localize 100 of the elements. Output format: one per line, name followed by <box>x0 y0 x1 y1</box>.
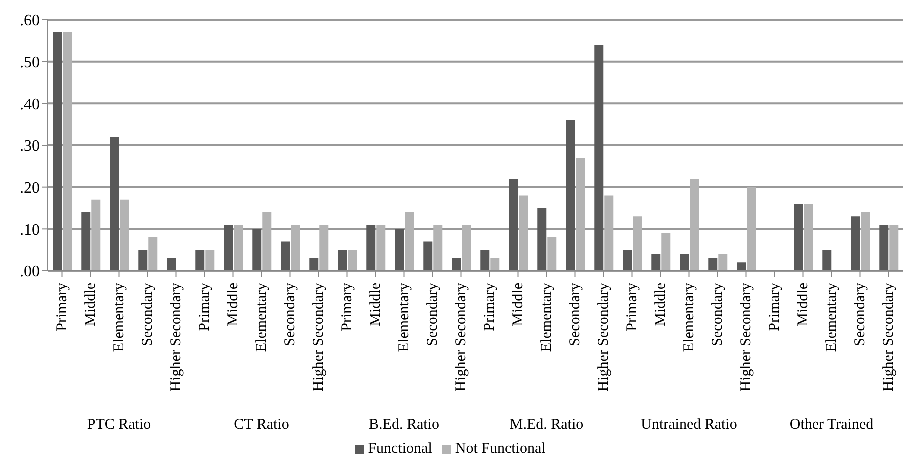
y-tick-label: .40 <box>20 96 40 114</box>
bar <box>53 32 62 271</box>
bar <box>747 187 756 271</box>
x-tick-label: Middle <box>795 282 812 326</box>
x-tick-label: Higher Secondary <box>596 282 612 392</box>
x-tick-label: Elementary <box>681 282 698 352</box>
bar <box>633 216 642 271</box>
bar <box>206 250 215 271</box>
bar <box>680 254 690 271</box>
x-tick-label: Primary <box>196 282 213 332</box>
x-tick-label: Primary <box>766 282 783 332</box>
bar <box>890 224 899 271</box>
x-tick-label: Higher Secondary <box>738 282 754 392</box>
bar <box>395 229 404 271</box>
bar <box>822 250 832 271</box>
x-tick-label: Elementary <box>538 282 555 352</box>
bar <box>405 212 414 271</box>
bar <box>519 196 528 271</box>
bar <box>718 254 728 271</box>
bar <box>82 212 91 271</box>
x-tick-label: Primary <box>624 282 640 332</box>
bar <box>148 238 158 271</box>
bar <box>861 212 870 271</box>
x-tick-label: Middle <box>225 282 242 326</box>
bar <box>167 258 176 271</box>
bar <box>348 250 358 271</box>
x-tick-label: Middle <box>652 282 669 326</box>
x-tick-label: Elementary <box>111 282 128 352</box>
bar <box>434 224 443 271</box>
bar <box>291 224 300 271</box>
bar <box>320 224 329 271</box>
x-tick-label: Middle <box>82 282 99 326</box>
text: Untrained Ratio <box>641 417 738 433</box>
bar <box>509 178 518 271</box>
x-tick-label: Elementary <box>396 282 412 352</box>
x-tick-label: Secondary <box>710 282 726 346</box>
bar <box>480 250 490 271</box>
x-tick-label: Secondary <box>852 282 868 346</box>
bar <box>262 212 272 271</box>
bar <box>604 196 614 271</box>
bar <box>623 250 632 271</box>
text: Other Trained <box>790 417 874 433</box>
x-tick-label: Higher Secondary <box>310 282 327 392</box>
bar <box>566 120 576 271</box>
x-tick-label: Elementary <box>254 282 270 352</box>
bar <box>851 216 860 271</box>
bar <box>366 224 376 271</box>
x-tick-label: Secondary <box>424 282 441 346</box>
bar <box>880 224 889 271</box>
x-tick-label: Higher Secondary <box>453 282 470 392</box>
x-tick-label: Secondary <box>282 282 298 346</box>
text: CT Ratio <box>234 417 290 433</box>
bar <box>110 137 120 271</box>
x-tick-label: Elementary <box>824 282 840 352</box>
bar <box>548 238 557 271</box>
y-tick-label: .50 <box>20 54 40 72</box>
y-tick-label: .30 <box>20 138 40 156</box>
bar <box>594 45 604 271</box>
bar <box>708 258 718 271</box>
bar <box>138 250 148 271</box>
bar <box>804 204 814 271</box>
y-tick-label: .00 <box>20 264 40 281</box>
bar <box>92 200 101 271</box>
bar <box>338 250 348 271</box>
x-tick-label: Middle <box>368 282 384 326</box>
bar <box>538 208 547 271</box>
bar <box>737 262 746 271</box>
bar <box>690 178 700 271</box>
legend-label: Not Functional <box>455 441 546 457</box>
bar <box>281 242 290 271</box>
bar <box>490 258 500 271</box>
x-tick-label: Higher Secondary <box>168 282 184 392</box>
y-tick-label: .20 <box>20 180 40 198</box>
x-tick-label: Primary <box>54 282 70 332</box>
text: B.Ed. Ratio <box>369 417 440 433</box>
bar <box>794 204 804 271</box>
bar <box>652 254 661 271</box>
bar <box>452 258 462 271</box>
bar <box>662 233 671 271</box>
x-tick-label: Primary <box>482 282 498 332</box>
text: PTC Ratio <box>87 417 152 433</box>
x-tick-label: Middle <box>510 282 526 326</box>
bar <box>424 242 433 271</box>
bar <box>120 200 130 271</box>
x-tick-label: Primary <box>339 282 356 332</box>
y-tick-label: .60 <box>20 12 40 30</box>
bar <box>252 229 262 271</box>
bar <box>310 258 319 271</box>
x-tick-label: Secondary <box>140 282 156 346</box>
bar <box>576 158 586 271</box>
bar <box>234 224 244 271</box>
bar <box>462 224 472 271</box>
x-tick-label: Secondary <box>567 282 584 346</box>
text: M.Ed. Ratio <box>510 417 584 433</box>
bar <box>196 250 205 271</box>
legend-label: Functional <box>368 441 432 457</box>
bar <box>63 32 72 271</box>
x-tick-label: Higher Secondary <box>880 282 897 392</box>
bar <box>376 224 386 271</box>
y-tick-label: .10 <box>20 222 40 239</box>
